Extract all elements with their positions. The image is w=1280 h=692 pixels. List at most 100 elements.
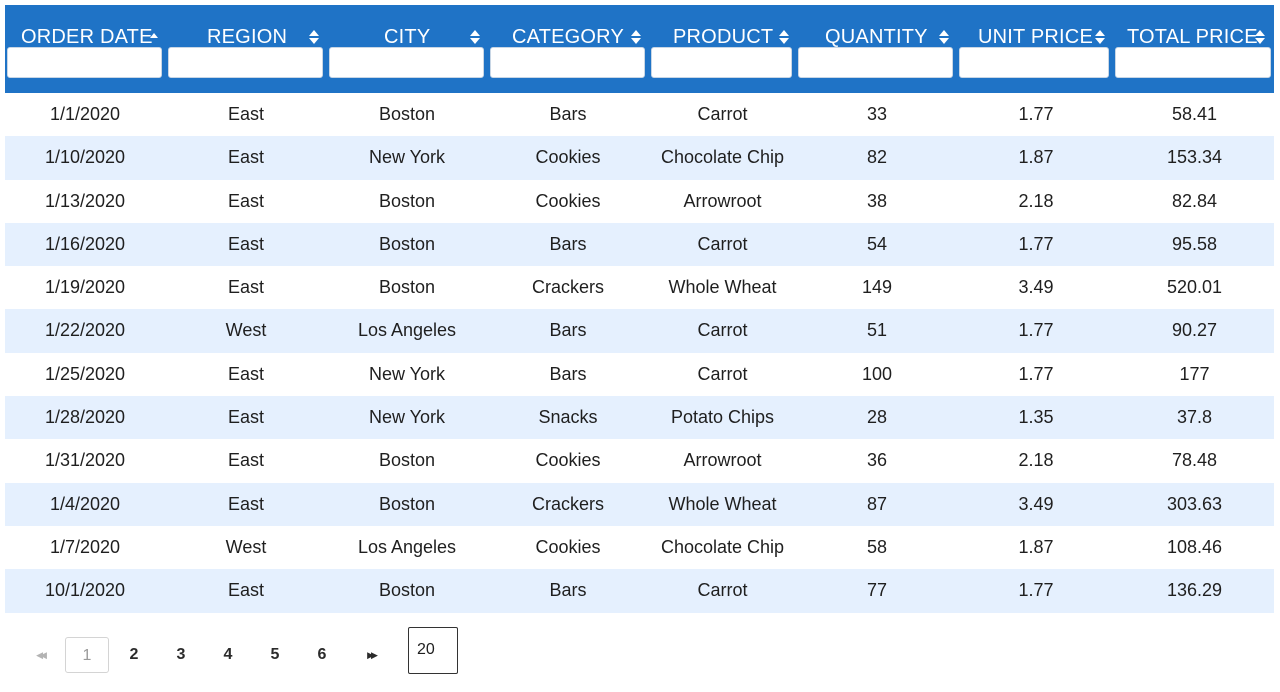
- cell-region: West: [225, 320, 267, 341]
- last-page-icon[interactable]: ▶▶: [367, 650, 378, 660]
- sort-ascending-icon[interactable]: [150, 28, 160, 46]
- cell-region: East: [227, 450, 265, 471]
- cell-unit_price: 1.77: [1018, 363, 1054, 384]
- cell-total_price: 108.46: [1166, 536, 1223, 557]
- cell-region: West: [225, 536, 267, 557]
- cell-city: Boston: [378, 233, 436, 254]
- cell-order_date: 1/22/2020: [44, 320, 126, 341]
- cell-quantity: 58: [866, 536, 888, 557]
- cell-category: Snacks: [538, 407, 598, 428]
- column-header-category[interactable]: CATEGORY: [512, 26, 624, 48]
- filter-input-region[interactable]: [168, 47, 323, 78]
- page-button-2[interactable]: 2: [129, 646, 139, 663]
- cell-total_price: 177: [1179, 363, 1210, 384]
- filter-input-city[interactable]: [329, 47, 484, 78]
- cell-category: Cookies: [535, 536, 601, 557]
- cell-total_price: 303.63: [1166, 493, 1223, 514]
- sort-icon[interactable]: [309, 28, 319, 46]
- cell-total_price: 58.41: [1171, 104, 1218, 124]
- page-button-3[interactable]: 3: [176, 646, 186, 663]
- cell-order_date: 1/28/2020: [44, 407, 126, 428]
- table-row[interactable]: 1/25/2020 East New York Bars Carrot 100 1.77 17…: [5, 353, 1274, 396]
- column-header-order_date[interactable]: ORDER DATE: [21, 26, 153, 48]
- page-size-select[interactable]: 20: [408, 627, 458, 674]
- table-row[interactable]: 1/16/2020 East Boston Bars Carrot 54 1.77 95.58: [5, 222, 1274, 267]
- column-header-unit_price[interactable]: UNIT PRICE: [978, 26, 1093, 48]
- filter-input-total_price[interactable]: [1115, 47, 1271, 78]
- page-button-4[interactable]: 4: [223, 646, 233, 663]
- cell-quantity: 38: [866, 190, 888, 211]
- table-row[interactable]: 10/1/2020 East Boston Bars Carrot 77 1.77 136.2…: [5, 569, 1274, 613]
- cell-total_price: 136.29: [1166, 580, 1223, 601]
- sort-icon[interactable]: [631, 28, 641, 46]
- cell-order_date: 10/1/2020: [44, 580, 126, 601]
- column-header-product[interactable]: PRODUCT: [673, 26, 774, 48]
- table-row[interactable]: 1/22/2020 West Los Angeles Bars Carrot 51 1.77…: [5, 309, 1274, 353]
- cell-city: Boston: [378, 104, 436, 124]
- sort-icon[interactable]: [1095, 28, 1105, 46]
- cell-region: East: [227, 147, 265, 168]
- cell-product: Arrowroot: [683, 450, 762, 471]
- table-row[interactable]: 1/31/2020 East Boston Cookies Arrowroot 36 2.1…: [5, 439, 1274, 482]
- cell-unit_price: 1.77: [1018, 104, 1054, 124]
- cell-region: East: [227, 580, 265, 601]
- page-button-5[interactable]: 5: [270, 646, 280, 663]
- cell-region: East: [227, 363, 265, 384]
- grid-header: ORDER DATE REGION CITY CATEGORY PRODUCT QUANT…: [5, 5, 1274, 93]
- cell-unit_price: 2.18: [1018, 190, 1054, 211]
- cell-city: Los Angeles: [357, 320, 457, 341]
- sort-icon[interactable]: [470, 28, 480, 46]
- cell-total_price: 520.01: [1166, 277, 1223, 298]
- cell-region: East: [227, 493, 265, 514]
- cell-unit_price: 1.77: [1018, 580, 1054, 601]
- cell-city: Boston: [378, 450, 436, 471]
- cell-region: East: [227, 190, 265, 211]
- table-row[interactable]: 1/1/2020 East Boston Bars Carrot 33 1.77 58.41: [5, 93, 1274, 136]
- cell-order_date: 1/4/2020: [49, 493, 121, 514]
- cell-quantity: 77: [866, 580, 888, 601]
- cell-product: Whole Wheat: [668, 277, 777, 298]
- cell-quantity: 36: [866, 450, 888, 471]
- cell-quantity: 51: [866, 320, 888, 341]
- cell-category: Bars: [549, 580, 587, 601]
- filter-input-order_date[interactable]: [7, 47, 162, 78]
- table-row[interactable]: 1/7/2020 West Los Angeles Cookies Chocolate …: [5, 526, 1274, 569]
- filter-input-unit_price[interactable]: [959, 47, 1109, 78]
- table-row[interactable]: 1/19/2020 East Boston Crackers Whole Wheat 14…: [5, 266, 1274, 309]
- cell-order_date: 1/31/2020: [44, 450, 126, 471]
- column-header-city[interactable]: CITY: [384, 26, 431, 48]
- table-row[interactable]: 1/28/2020 East New York Snacks Potato Chips 2…: [5, 396, 1274, 440]
- cell-city: New York: [368, 363, 446, 384]
- sort-icon[interactable]: [779, 28, 789, 46]
- sort-icon[interactable]: [939, 28, 949, 46]
- cell-product: Whole Wheat: [668, 493, 777, 514]
- cell-order_date: 1/1/2020: [49, 104, 121, 124]
- cell-region: East: [227, 277, 265, 298]
- page-button-6[interactable]: 6: [317, 646, 327, 663]
- column-header-region[interactable]: REGION: [207, 26, 288, 48]
- filter-input-quantity[interactable]: [798, 47, 953, 78]
- cell-order_date: 1/10/2020: [44, 147, 126, 168]
- cell-city: New York: [368, 147, 446, 168]
- cell-category: Bars: [549, 104, 587, 124]
- column-header-total_price[interactable]: TOTAL PRICE: [1127, 26, 1258, 48]
- page-button-1[interactable]: 1: [65, 637, 109, 673]
- cell-category: Bars: [549, 320, 587, 341]
- table-row[interactable]: 1/10/2020 East New York Cookies Chocolate Ch…: [5, 136, 1274, 180]
- cell-region: East: [227, 233, 265, 254]
- filter-input-product[interactable]: [651, 47, 792, 78]
- cell-category: Bars: [549, 233, 587, 254]
- table-row[interactable]: 1/4/2020 East Boston Crackers Whole Wheat 87 3…: [5, 482, 1274, 526]
- cell-region: East: [227, 407, 265, 428]
- first-page-icon[interactable]: ◀◀: [36, 650, 47, 660]
- filter-input-category[interactable]: [490, 47, 645, 78]
- column-header-quantity[interactable]: QUANTITY: [825, 26, 928, 48]
- cell-category: Crackers: [531, 277, 604, 298]
- cell-total_price: 153.34: [1166, 147, 1223, 168]
- pagination: ◀◀ 1 2 3 4 5 6 ▶▶: [0, 627, 600, 675]
- cell-unit_price: 1.87: [1018, 536, 1054, 557]
- cell-category: Cookies: [535, 147, 601, 168]
- sort-icon[interactable]: [1255, 28, 1265, 46]
- cell-order_date: 1/25/2020: [44, 363, 126, 384]
- table-row[interactable]: 1/13/2020 East Boston Cookies Arrowroot 38 2.1…: [5, 180, 1274, 223]
